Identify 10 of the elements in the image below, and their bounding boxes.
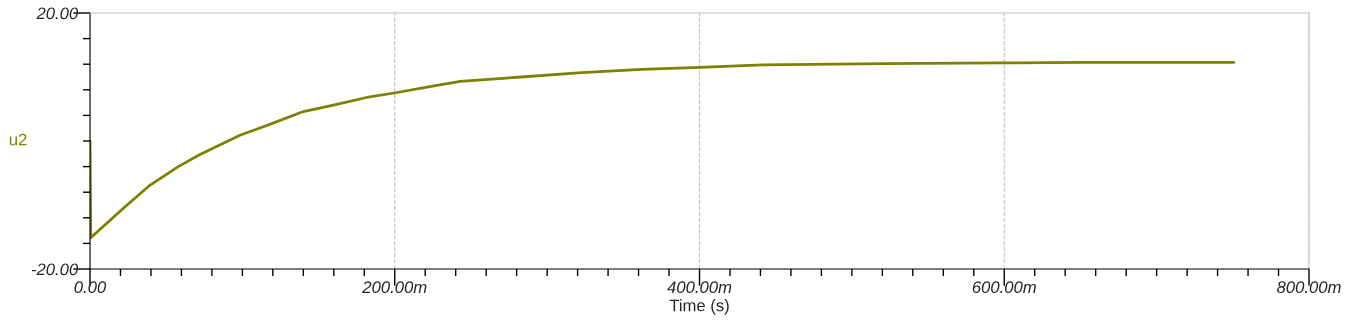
x-tick-label: 800.00m [1277,281,1341,294]
x-tick-label: 200.00m [362,281,427,294]
y-axis-title: u2 [9,133,27,146]
y-tick-label: -20.00 [31,263,79,276]
x-tick-label: 0.00 [74,281,107,294]
x-tick-label: 400.00m [667,281,732,294]
x-axis-title: Time (s) [669,299,729,315]
y-tick-label: 20.00 [36,7,79,20]
line-series [90,60,1236,240]
x-tick-label: 600.00m [972,281,1036,294]
